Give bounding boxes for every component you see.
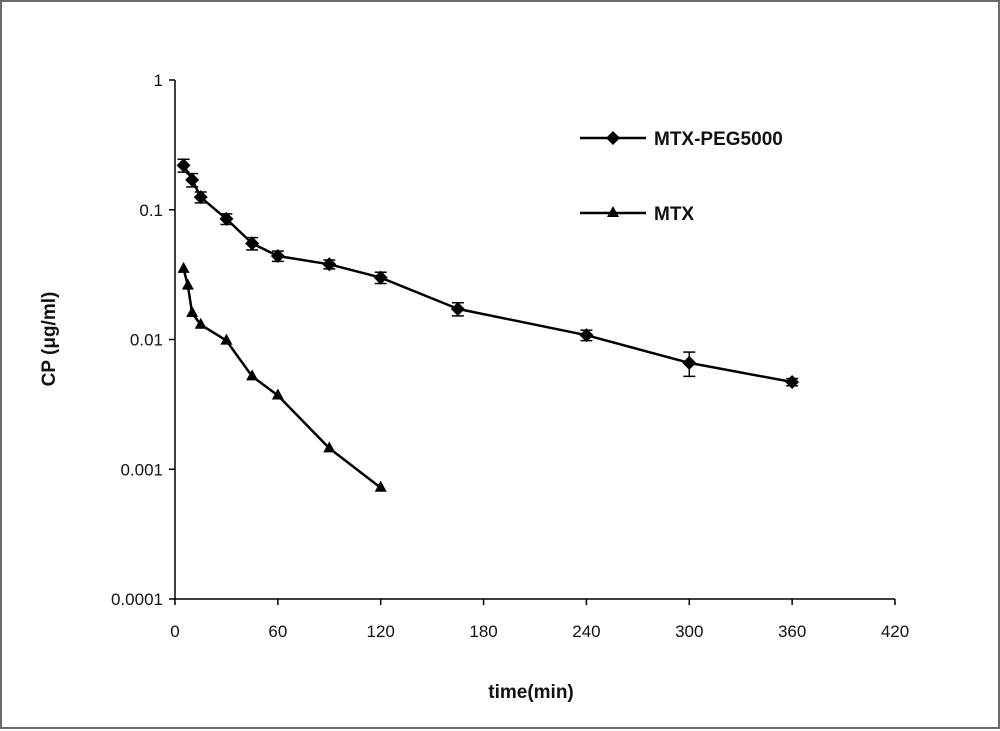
data-point-diamond <box>682 355 697 370</box>
series-line <box>182 164 793 384</box>
data-point-diamond <box>785 375 800 390</box>
series-line <box>182 268 382 489</box>
data-point-diamond <box>176 158 191 173</box>
legend: MTX-PEG5000 MTX <box>580 129 783 225</box>
x-tick-label: 240 <box>572 622 600 641</box>
x-tick-label: 360 <box>778 622 806 641</box>
data-point-diamond <box>193 190 208 205</box>
x-axis-title: time(min) <box>488 682 574 703</box>
legend-marker-triangle <box>607 206 619 217</box>
data-point-diamond <box>450 301 465 316</box>
data-point-triangle <box>271 388 284 400</box>
series-layer <box>176 158 800 492</box>
y-tick-label: 0.001 <box>120 460 163 479</box>
series-mtx <box>177 261 387 492</box>
data-point-diamond <box>322 257 337 272</box>
y-tick-label: 0.01 <box>130 331 163 350</box>
data-point-triangle <box>177 261 190 273</box>
y-axis-title: CP (μg/ml) <box>39 292 60 387</box>
series-mtx-peg5000 <box>176 158 800 390</box>
data-point-diamond <box>579 328 594 343</box>
data-point-triangle <box>246 369 259 381</box>
legend-entry-mtx-peg5000: MTX-PEG5000 <box>580 129 783 150</box>
x-tick-label: 120 <box>367 622 395 641</box>
axes <box>174 80 895 600</box>
data-point-diamond <box>270 249 285 264</box>
data-point-diamond <box>185 172 200 187</box>
data-point-diamond <box>373 270 388 285</box>
legend-label-mtx: MTX <box>654 204 694 225</box>
y-tick-label: 0.1 <box>139 201 163 220</box>
data-point-triangle <box>181 278 194 290</box>
x-tick-label: 180 <box>469 622 497 641</box>
x-tick-label: 0 <box>170 622 179 641</box>
ticks <box>169 79 896 605</box>
data-point-triangle <box>323 441 336 453</box>
legend-entry-mtx: MTX <box>580 204 694 225</box>
data-point-triangle <box>194 317 207 329</box>
x-tick-label: 420 <box>881 622 909 641</box>
data-point-triangle <box>374 480 387 492</box>
data-point-triangle <box>186 306 199 318</box>
y-tick-label: 1 <box>154 71 163 90</box>
data-point-diamond <box>219 211 234 226</box>
data-point-diamond <box>245 236 260 251</box>
x-tick-label: 60 <box>268 622 287 641</box>
y-tick-label: 0.0001 <box>111 590 163 609</box>
legend-label-mtx-peg5000: MTX-PEG5000 <box>654 129 783 150</box>
tick-labels: 0 60 120 180 240 300 360 420 0.0001 0.001 0.01 0.1 1 <box>111 71 909 641</box>
data-point-triangle <box>220 333 233 345</box>
legend-marker-diamond <box>606 131 620 145</box>
x-tick-label: 300 <box>675 622 703 641</box>
